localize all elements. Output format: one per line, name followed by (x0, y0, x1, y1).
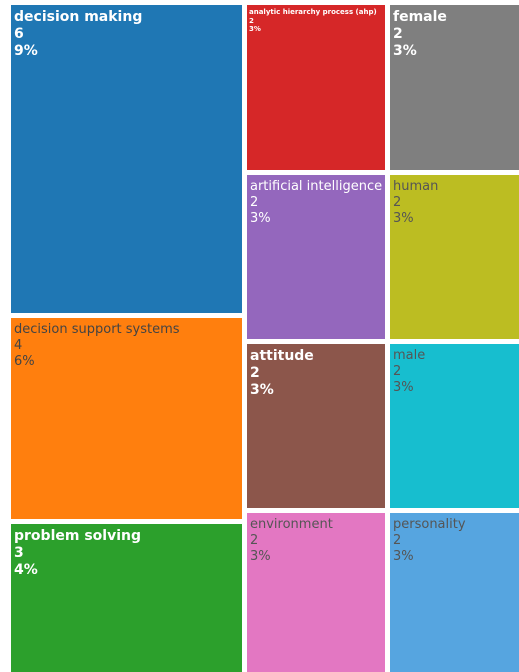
tile-percent: 3% (249, 25, 261, 34)
treemap-tile[interactable]: decision making 6 9% (11, 5, 242, 313)
treemap-tile[interactable]: personality 2 3% (390, 513, 519, 672)
treemap-tile[interactable]: decision support systems 4 6% (11, 318, 242, 519)
tile-count: 4 (14, 337, 23, 353)
tile-percent: 3% (250, 382, 274, 399)
tile-percent: 3% (393, 379, 414, 395)
tile-label: attitude (250, 348, 314, 364)
tile-percent: 3% (393, 43, 417, 60)
tile-count: 2 (250, 532, 259, 548)
treemap-tile[interactable]: male 2 3% (390, 344, 519, 508)
tile-label: male (393, 348, 426, 363)
tile-percent: 9% (14, 43, 38, 60)
tile-percent: 4% (14, 562, 38, 579)
tile-count: 2 (393, 532, 402, 548)
treemap-tile[interactable]: environment 2 3% (247, 513, 385, 672)
tile-count: 2 (393, 194, 402, 210)
tile-count: 3 (14, 545, 24, 562)
tile-percent: 3% (393, 210, 414, 226)
tile-percent: 3% (393, 548, 414, 564)
treemap-tile[interactable]: analytic hierarchy process (ahp) 2 3% (247, 5, 385, 170)
tile-count: 2 (393, 363, 402, 379)
tile-count: 6 (14, 26, 24, 43)
tile-count: 2 (250, 365, 260, 382)
treemap-tile[interactable]: problem solving 3 4% (11, 524, 242, 672)
tile-percent: 3% (250, 210, 271, 226)
tile-label: environment (250, 517, 333, 532)
tile-label: personality (393, 517, 466, 532)
tile-label: human (393, 179, 439, 194)
tile-label: decision making (14, 9, 143, 25)
tile-label: analytic hierarchy process (ahp) (249, 8, 377, 16)
tile-label: artificial intelligence (250, 179, 383, 194)
tile-count: 2 (393, 26, 403, 43)
treemap-tile[interactable]: attitude 2 3% (247, 344, 385, 508)
tile-label: decision support systems (14, 322, 180, 337)
tile-label: problem solving (14, 528, 141, 544)
tile-count: 2 (250, 194, 259, 210)
tile-label: female (393, 9, 447, 25)
treemap-tile[interactable]: female 2 3% (390, 5, 519, 170)
treemap-tile[interactable]: artificial intelligence 2 3% (247, 175, 385, 339)
tile-percent: 6% (14, 353, 35, 369)
tile-count: 2 (249, 16, 254, 25)
tile-percent: 3% (250, 548, 271, 564)
treemap-tile[interactable]: human 2 3% (390, 175, 519, 339)
